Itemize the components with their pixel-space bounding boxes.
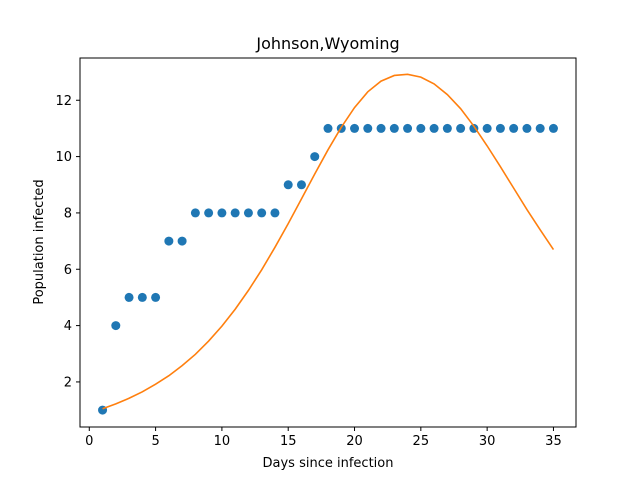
data-point	[376, 123, 386, 133]
x-tick-label: 25	[413, 434, 430, 449]
x-tick-label: 10	[214, 434, 231, 449]
data-point	[416, 123, 426, 133]
data-point	[442, 123, 452, 133]
axes-frame	[79, 57, 577, 428]
data-point	[350, 123, 360, 133]
data-point	[482, 123, 492, 133]
fit-line	[102, 73, 555, 410]
data-point	[137, 292, 147, 302]
data-point	[204, 208, 214, 218]
data-point	[190, 208, 200, 218]
x-tick-label: 0	[85, 434, 93, 449]
chart-title: Johnson,Wyoming	[255, 34, 399, 53]
x-tick-label: 30	[479, 434, 496, 449]
data-point	[495, 123, 505, 133]
y-tick-label: 12	[55, 94, 72, 109]
x-tick-label: 5	[151, 434, 159, 449]
data-point	[124, 292, 134, 302]
x-axis-ticks: 0 5 10 15 20 25 30 35	[85, 427, 562, 449]
data-point	[403, 123, 413, 133]
y-axis-label: Population infected	[32, 179, 47, 304]
data-point	[522, 123, 532, 133]
data-point	[363, 123, 373, 133]
data-point	[217, 208, 227, 218]
x-axis-label: Days since infection	[263, 456, 394, 471]
data-point	[509, 123, 519, 133]
data-point	[151, 292, 161, 302]
x-tick-label: 20	[346, 434, 363, 449]
y-tick-label: 10	[55, 150, 72, 165]
series-layer	[98, 73, 558, 415]
data-point	[323, 123, 333, 133]
data-point	[111, 321, 121, 331]
data-point	[243, 208, 253, 218]
data-point	[310, 152, 320, 162]
data-point	[257, 208, 267, 218]
y-tick-label: 6	[64, 263, 72, 278]
data-point	[296, 180, 306, 190]
data-point	[456, 123, 466, 133]
y-tick-label: 4	[64, 319, 72, 334]
data-point	[389, 123, 399, 133]
y-tick-label: 8	[64, 206, 72, 221]
y-axis-ticks: 2 4 6 8 10 12	[55, 94, 80, 390]
data-point	[283, 180, 293, 190]
y-tick-label: 2	[64, 375, 72, 390]
x-tick-label: 15	[280, 434, 297, 449]
data-point	[270, 208, 280, 218]
data-point	[177, 236, 187, 246]
data-point	[535, 123, 545, 133]
data-point	[164, 236, 174, 246]
plot-area	[80, 58, 576, 427]
x-tick-label: 35	[545, 434, 562, 449]
data-point	[230, 208, 240, 218]
data-point	[429, 123, 439, 133]
data-point	[548, 123, 558, 133]
